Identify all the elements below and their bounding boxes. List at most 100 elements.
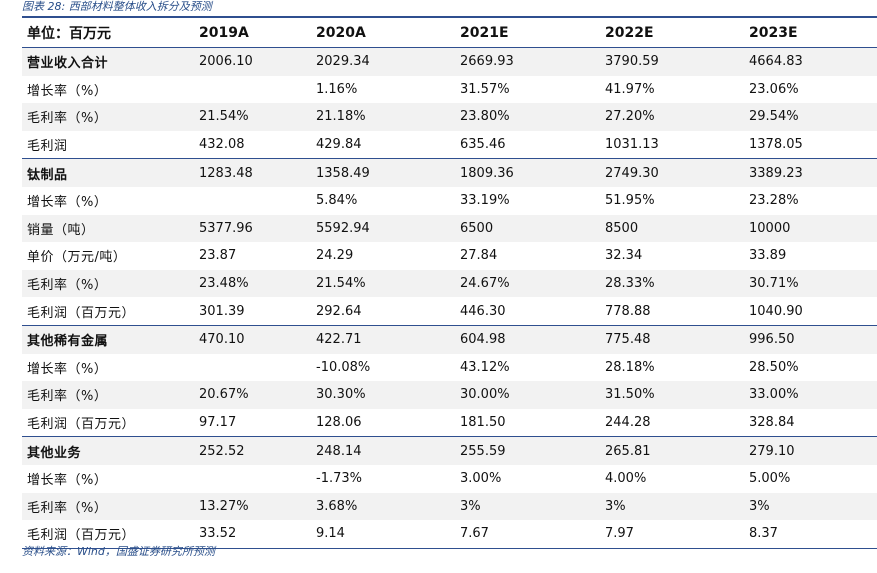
table-cell: 7.67 <box>455 520 600 549</box>
table-row: 增长率（%） 5.84% 33.19% 51.95% 23.28% <box>22 187 877 215</box>
table-cell: 23.80% <box>455 103 600 131</box>
table-row: 毛利润（百万元） 301.39 292.64 446.30 778.88 1040.90 <box>22 297 877 325</box>
table-cell: 279.10 <box>744 436 877 465</box>
table-cell: 5377.96 <box>194 214 311 243</box>
table-cell: 33.19% <box>460 193 510 209</box>
row-label: 毛利率（%） <box>22 381 194 409</box>
table-cell: 3% <box>600 492 744 521</box>
table-cell: 3790.59 <box>600 47 744 76</box>
table-row: 毛利润（百万元） 33.52 9.14 7.67 7.97 8.37 <box>22 520 877 549</box>
table-row: 单价（万元/吨） 23.87 24.29 27.84 32.34 33.89 <box>22 242 877 270</box>
row-label: 毛利率（%） <box>22 269 194 298</box>
table-cell: 432.08 <box>199 137 245 153</box>
table-cell: 10000 <box>744 214 877 243</box>
table-cell: 446.30 <box>460 303 506 319</box>
table-cell: 1378.05 <box>749 137 803 153</box>
table-cell: 429.84 <box>316 137 362 153</box>
table-cell: 244.28 <box>605 415 651 431</box>
column-header: 2019A <box>194 19 311 48</box>
table-cell: 30.71% <box>744 269 877 298</box>
table-cell: 28.18% <box>605 359 655 375</box>
table-row: 毛利率（%） 20.67% 30.30% 30.00% 31.50% 33.00% <box>22 381 877 409</box>
table-cell: 28.33% <box>600 269 744 298</box>
table-row: 营业收入合计 2006.10 2029.34 2669.93 3790.59 4664.8… <box>22 47 877 76</box>
row-label: 营业收入合计 <box>22 47 194 76</box>
row-label: 增长率（%） <box>27 195 108 211</box>
table-cell: 3.68% <box>311 492 455 521</box>
column-header: 2021E <box>455 19 600 48</box>
table-cell: 5.00% <box>749 471 791 487</box>
column-header: 2022E <box>600 19 744 48</box>
table-row: 其他业务 252.52 248.14 255.59 265.81 279.10 <box>22 436 877 465</box>
table-cell: 97.17 <box>199 415 237 431</box>
table-cell: 1283.48 <box>194 158 311 187</box>
table-row: 增长率（%） 1.16% 31.57% 41.97% 23.06% <box>22 76 877 104</box>
table-cell: 23.28% <box>749 193 799 209</box>
table-cell: 2006.10 <box>194 47 311 76</box>
table-row: 增长率（%） -10.08% 43.12% 28.18% 28.50% <box>22 354 877 382</box>
table-cell: 3% <box>455 492 600 521</box>
table-cell: 7.97 <box>600 520 744 549</box>
row-label: 毛利润 <box>27 139 68 155</box>
table-cell: 28.50% <box>749 359 799 375</box>
table-cell: 635.46 <box>460 137 506 153</box>
table-cell: 252.52 <box>194 436 311 465</box>
table-cell: 128.06 <box>316 415 362 431</box>
table-cell: 775.48 <box>600 324 744 354</box>
table-cell: 13.27% <box>194 492 311 521</box>
table-cell: 328.84 <box>749 415 795 431</box>
header-row: 单位：百万元 2019A 2020A 2021E 2022E 2023E <box>22 19 877 48</box>
row-label: 毛利率（%） <box>22 492 194 521</box>
row-label: 单价（万元/吨） <box>27 250 127 266</box>
top-rule <box>22 16 877 18</box>
column-header: 2020A <box>311 19 455 48</box>
table-cell: 1040.90 <box>749 303 803 319</box>
table-cell <box>194 187 311 215</box>
table-cell: 30.00% <box>455 381 600 409</box>
table-cell: 4664.83 <box>744 47 877 76</box>
table-cell: 21.54% <box>194 103 311 131</box>
table-cell: 778.88 <box>605 303 651 319</box>
row-label: 毛利润（百万元） <box>27 417 136 433</box>
row-label: 毛利润（百万元） <box>27 305 136 321</box>
table-cell: 422.71 <box>311 324 455 354</box>
table-cell: 51.95% <box>605 193 655 209</box>
table-cell: 1358.49 <box>311 158 455 187</box>
table-cell: 9.14 <box>311 520 455 549</box>
table-cell: 24.29 <box>316 248 354 264</box>
column-header: 2023E <box>744 19 877 48</box>
table-cell: 31.50% <box>600 381 744 409</box>
figure-caption: 图表 28: 西部材料整体收入拆分及预测 <box>22 0 212 13</box>
table-cell: 43.12% <box>460 359 510 375</box>
table-cell: 255.59 <box>455 436 600 465</box>
table-cell: 1.16% <box>316 81 358 97</box>
table-cell: 2029.34 <box>311 47 455 76</box>
table-cell <box>194 76 311 104</box>
table-cell: 301.39 <box>199 303 245 319</box>
table-cell: 33.00% <box>744 381 877 409</box>
table-cell: 21.18% <box>311 103 455 131</box>
row-label: 毛利率（%） <box>22 103 194 131</box>
table-body: 营业收入合计 2006.10 2029.34 2669.93 3790.59 4664.8… <box>22 47 877 549</box>
table-cell: 470.10 <box>194 324 311 354</box>
table-cell: 33.89 <box>749 248 787 264</box>
table-row: 增长率（%） -1.73% 3.00% 4.00% 5.00% <box>22 465 877 493</box>
table-cell: 32.34 <box>605 248 643 264</box>
table-cell: 23.48% <box>194 269 311 298</box>
table-cell: 8.37 <box>744 520 877 549</box>
table-row: 毛利润 432.08 429.84 635.46 1031.13 1378.05 <box>22 131 877 159</box>
table-cell: 6500 <box>455 214 600 243</box>
table-cell: 3389.23 <box>744 158 877 187</box>
row-label: 毛利润（百万元） <box>22 520 194 549</box>
table-row: 毛利润（百万元） 97.17 128.06 181.50 244.28 328.84 <box>22 409 877 437</box>
table-cell: 1031.13 <box>605 137 659 153</box>
table-cell <box>194 465 311 493</box>
row-label: 销量（吨） <box>22 214 194 243</box>
table-cell: 24.67% <box>455 269 600 298</box>
table-cell: 4.00% <box>605 471 647 487</box>
row-label: 其他稀有金属 <box>22 324 194 354</box>
row-label: 增长率（%） <box>27 361 108 377</box>
table-cell: 27.20% <box>600 103 744 131</box>
table-cell: 996.50 <box>744 324 877 354</box>
table-cell: 41.97% <box>605 81 655 97</box>
